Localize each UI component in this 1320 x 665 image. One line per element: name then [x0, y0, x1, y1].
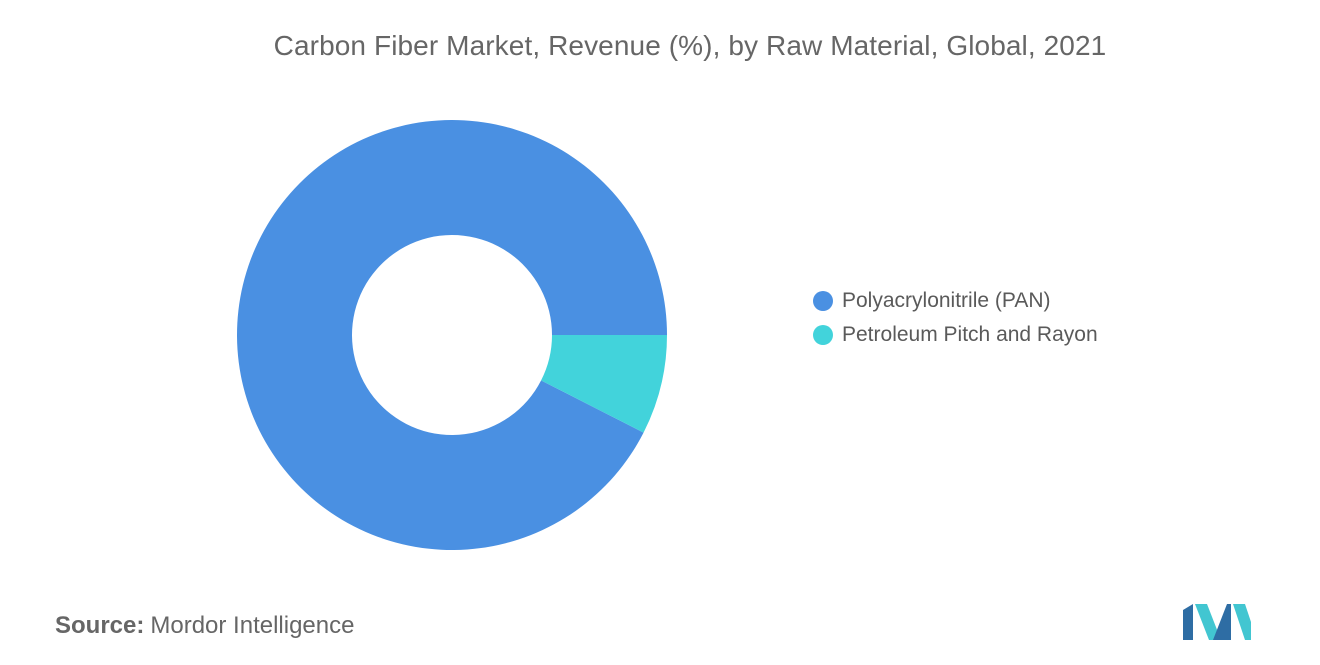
- source-note: Source: Mordor Intelligence: [55, 612, 354, 640]
- chart-title: Carbon Fiber Market, Revenue (%), by Raw…: [273, 30, 1107, 61]
- legend-label-pan: Polyacrylonitrile (PAN): [842, 289, 1051, 312]
- source-text: Mordor Intelligence: [150, 612, 355, 639]
- donut-slice-pitch-rayon[interactable]: [541, 335, 667, 433]
- donut-slice-pan[interactable]: [237, 119, 668, 551]
- legend-swatch-pan: [813, 291, 833, 311]
- mordor-intelligence-logo-icon: [1183, 604, 1251, 640]
- legend-swatch-pitch-rayon: [813, 325, 833, 345]
- chart-legend: Polyacrylonitrile (PAN) Petroleum Pitch …: [813, 284, 1098, 352]
- logo-shape-left: [1183, 604, 1193, 640]
- logo-shape-mid-left: [1195, 604, 1221, 640]
- legend-item-pitch-rayon[interactable]: Petroleum Pitch and Rayon: [813, 318, 1098, 352]
- logo-shape-mid-right: [1213, 604, 1231, 640]
- legend-label-pitch-rayon: Petroleum Pitch and Rayon: [842, 323, 1098, 346]
- legend-item-pan[interactable]: Polyacrylonitrile (PAN): [813, 284, 1098, 318]
- logo-shape-right: [1233, 604, 1251, 640]
- source-prefix: Source:: [55, 612, 145, 639]
